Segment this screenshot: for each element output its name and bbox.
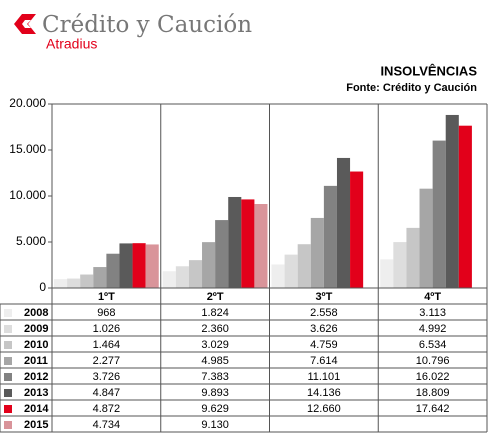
table-value: 12.660 xyxy=(307,403,341,415)
table-value: 6.534 xyxy=(419,339,447,351)
bar xyxy=(254,204,268,288)
bar xyxy=(106,253,120,288)
table-value: 2.360 xyxy=(201,323,229,335)
table-value: 9.629 xyxy=(201,403,229,415)
table-value: 11.101 xyxy=(307,371,340,383)
bar xyxy=(80,274,94,288)
logo-sub: Atradius xyxy=(46,36,97,52)
x-tick-label: 3ºT xyxy=(315,291,332,303)
bar xyxy=(284,254,298,288)
table-value: 4.734 xyxy=(93,419,121,431)
table-value: 4.992 xyxy=(419,323,447,335)
bar xyxy=(215,220,229,288)
bar xyxy=(350,171,364,288)
legend-label: 2010 xyxy=(24,339,48,351)
y-tick-label: 20.000 xyxy=(9,96,46,110)
bar xyxy=(271,264,285,288)
bar xyxy=(119,243,133,288)
table-value: 968 xyxy=(97,307,115,319)
logo: Crédito y Caución Atradius xyxy=(14,12,252,52)
table-value: 2.558 xyxy=(310,307,338,319)
bar xyxy=(54,279,68,288)
legend-label: 2011 xyxy=(24,355,48,367)
table-value: 4.847 xyxy=(93,387,121,399)
bar xyxy=(323,185,337,288)
table-value: 7.614 xyxy=(310,355,338,367)
bar xyxy=(393,242,407,288)
table-value: 17.642 xyxy=(416,403,450,415)
bar xyxy=(188,260,203,288)
table-value: 1.026 xyxy=(93,323,121,335)
table-value: 3.726 xyxy=(93,371,121,383)
bar xyxy=(445,114,459,288)
table-value: 7.383 xyxy=(201,371,229,383)
bar xyxy=(380,259,394,288)
legend-label: 2009 xyxy=(24,323,48,335)
logo-mark-inner xyxy=(22,20,31,28)
bar xyxy=(297,244,311,288)
bar xyxy=(162,271,176,288)
bar xyxy=(310,217,324,288)
legend-swatch xyxy=(4,341,12,349)
bar xyxy=(132,243,146,288)
bar xyxy=(228,196,242,288)
y-tick-label: 10.000 xyxy=(9,188,46,202)
table-value: 14.136 xyxy=(307,387,341,399)
x-tick-label: 2ºT xyxy=(207,291,224,303)
bar xyxy=(406,227,420,288)
x-tick-label: 1ºT xyxy=(98,291,115,303)
bar xyxy=(145,244,159,288)
table-value: 1.464 xyxy=(93,339,121,351)
y-tick-label: 0 xyxy=(39,280,46,294)
bar xyxy=(336,157,351,288)
y-tick-label: 5.000 xyxy=(16,234,46,248)
legend-swatch xyxy=(4,389,12,397)
legend-label: 2014 xyxy=(24,403,49,415)
bar xyxy=(419,188,433,288)
table-value: 3.113 xyxy=(419,307,446,319)
bar xyxy=(202,242,216,288)
table-value: 3.029 xyxy=(201,339,229,351)
legend-swatch xyxy=(4,325,12,333)
table-value: 18.809 xyxy=(416,387,450,399)
table-value: 2.277 xyxy=(93,355,121,367)
bar xyxy=(241,199,255,288)
legend-label: 2013 xyxy=(24,387,48,399)
table-value: 16.022 xyxy=(416,371,450,383)
legend-swatch xyxy=(4,309,12,317)
bar xyxy=(432,140,446,288)
bar xyxy=(175,266,189,288)
table-value: 4.985 xyxy=(201,355,229,367)
x-tick-label: 4ºT xyxy=(424,291,441,303)
chart-title: INSOLVÊNCIAS xyxy=(380,63,477,78)
bar xyxy=(458,125,472,288)
legend-swatch xyxy=(4,373,12,381)
y-tick-label: 15.000 xyxy=(9,142,46,156)
table-value: 10.796 xyxy=(416,355,450,367)
logo-name: Crédito y Caución xyxy=(42,12,252,38)
legend-swatch xyxy=(4,405,12,413)
legend-label: 2008 xyxy=(24,307,48,319)
table-value: 9.130 xyxy=(201,419,229,431)
table-value: 3.626 xyxy=(310,323,338,335)
legend-label: 2015 xyxy=(24,419,48,431)
legend-swatch xyxy=(4,421,12,429)
legend-swatch xyxy=(4,357,12,365)
table-value: 4.759 xyxy=(310,339,338,351)
chart-subtitle: Fonte: Crédito y Caución xyxy=(346,82,477,94)
table-value: 4.872 xyxy=(93,403,121,415)
legend-label: 2012 xyxy=(24,371,48,383)
table-value: 9.893 xyxy=(201,387,229,399)
bar xyxy=(93,267,107,288)
table-value: 1.824 xyxy=(201,307,229,319)
bar xyxy=(67,278,81,288)
